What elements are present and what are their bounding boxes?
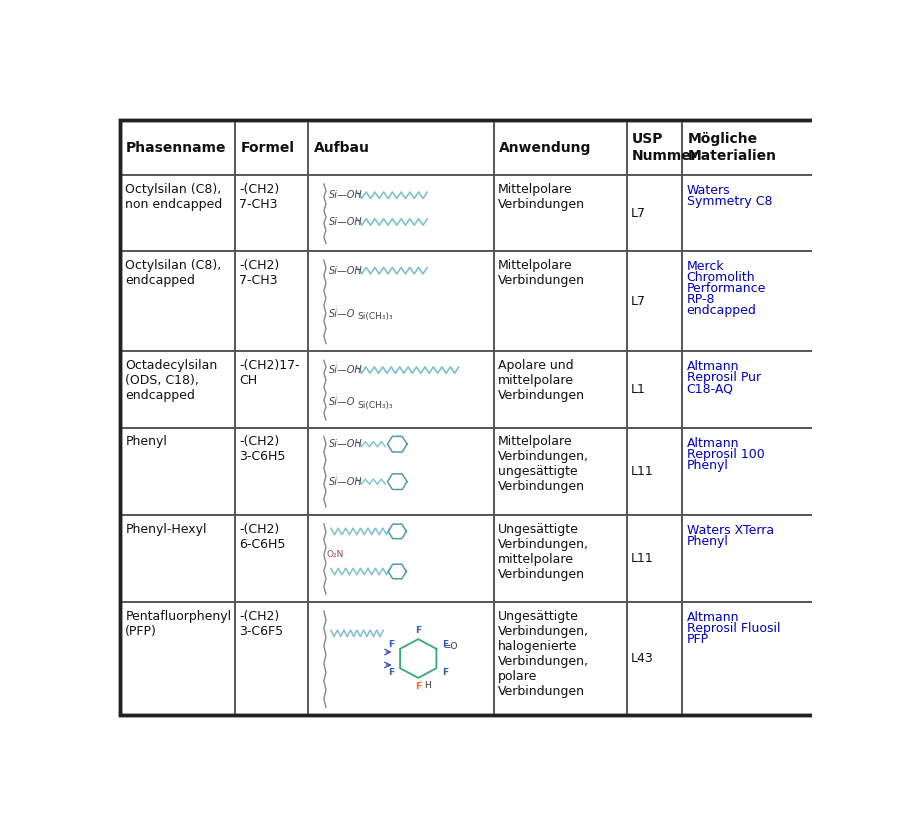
Bar (308, 428, 493, 515)
Text: Apolare und
mittelpolare
Verbindungen: Apolare und mittelpolare Verbindungen (498, 359, 584, 402)
Bar (683, 428, 819, 515)
Text: Mittelpolare
Verbindungen: Mittelpolare Verbindungen (498, 259, 584, 287)
Bar (120, 515, 235, 602)
Text: Mögliche
Materialien: Mögliche Materialien (688, 133, 777, 163)
Bar (308, 251, 493, 352)
Bar (120, 428, 235, 515)
Text: F: F (389, 668, 395, 677)
Text: L11: L11 (630, 465, 653, 477)
Bar (120, 175, 235, 251)
Text: L7: L7 (630, 206, 646, 220)
Bar (493, 428, 627, 515)
Text: L1: L1 (630, 383, 646, 396)
Text: Phenyl-Hexyl: Phenyl-Hexyl (125, 523, 207, 535)
Bar (627, 251, 683, 352)
Text: F: F (389, 640, 395, 649)
Text: Mittelpolare
Verbindungen: Mittelpolare Verbindungen (498, 183, 584, 211)
Text: Octylsilan (C8),
endcapped: Octylsilan (C8), endcapped (125, 259, 222, 287)
Text: Ungesättigte
Verbindungen,
mittelpolare
Verbindungen: Ungesättigte Verbindungen, mittelpolare … (498, 523, 589, 581)
Text: Anwendung: Anwendung (500, 140, 592, 154)
Text: Phasenname: Phasenname (125, 140, 226, 154)
Text: PFP: PFP (686, 633, 709, 646)
Text: Si—OH: Si—OH (328, 477, 363, 487)
Bar (308, 515, 493, 602)
Bar (308, 602, 493, 715)
Text: endcapped: endcapped (686, 305, 757, 317)
Bar (493, 515, 627, 602)
Text: F: F (442, 668, 448, 677)
Text: L11: L11 (630, 552, 653, 565)
Text: F: F (415, 682, 421, 691)
Text: Octadecylsilan
(ODS, C18),
endcapped: Octadecylsilan (ODS, C18), endcapped (125, 359, 217, 402)
Bar (493, 175, 627, 251)
Text: Si—OH: Si—OH (328, 190, 363, 201)
Text: Chromolith: Chromolith (686, 271, 755, 284)
Text: RP-8: RP-8 (686, 293, 715, 306)
Text: Si—OH: Si—OH (328, 365, 363, 375)
Bar (627, 120, 683, 175)
Bar (235, 175, 308, 251)
Bar (308, 120, 493, 175)
Text: Symmetry C8: Symmetry C8 (686, 195, 772, 208)
Bar (493, 602, 627, 715)
Text: Reprosil Fluosil: Reprosil Fluosil (686, 622, 780, 635)
Text: Si(CH₃)₃: Si(CH₃)₃ (357, 312, 393, 321)
Text: O₂N: O₂N (327, 550, 344, 560)
Text: F: F (442, 640, 448, 649)
Bar (627, 175, 683, 251)
Bar (683, 352, 819, 428)
Text: Formel: Formel (241, 140, 295, 154)
Text: H: H (425, 681, 431, 690)
Bar (235, 602, 308, 715)
Text: Octylsilan (C8),
non endcapped: Octylsilan (C8), non endcapped (125, 183, 223, 211)
Bar (627, 428, 683, 515)
Text: -(CH2)
7-CH3: -(CH2) 7-CH3 (239, 183, 280, 211)
Bar (120, 251, 235, 352)
Text: Pentafluorphenyl
(PFP): Pentafluorphenyl (PFP) (125, 610, 232, 638)
Text: Aufbau: Aufbau (314, 140, 370, 154)
Text: -(CH2)17-
CH: -(CH2)17- CH (239, 359, 299, 387)
Text: C18-AQ: C18-AQ (686, 383, 733, 395)
Bar (308, 352, 493, 428)
Text: Si—OH: Si—OH (328, 266, 363, 276)
Bar (235, 120, 308, 175)
Text: -(CH2)
7-CH3: -(CH2) 7-CH3 (239, 259, 280, 287)
Bar (627, 352, 683, 428)
Text: Reprosil 100: Reprosil 100 (686, 447, 764, 461)
Text: Si—OH: Si—OH (328, 217, 363, 227)
Text: Waters XTerra: Waters XTerra (686, 524, 774, 537)
Text: Si—O: Si—O (328, 309, 355, 319)
Bar (120, 602, 235, 715)
Bar (683, 175, 819, 251)
Bar (627, 515, 683, 602)
Text: -(CH2)
3-C6H5: -(CH2) 3-C6H5 (239, 435, 286, 463)
Text: Si—O: Si—O (328, 397, 355, 407)
Text: F: F (415, 626, 421, 634)
Text: Merck: Merck (686, 260, 724, 274)
Bar (235, 515, 308, 602)
Bar (235, 428, 308, 515)
Bar (683, 120, 819, 175)
Bar (683, 515, 819, 602)
Text: Mittelpolare
Verbindungen,
ungesättigte
Verbindungen: Mittelpolare Verbindungen, ungesättigte … (498, 435, 589, 493)
Text: Performance: Performance (686, 282, 766, 295)
Text: -(CH2)
3-C6F5: -(CH2) 3-C6F5 (239, 610, 283, 638)
Text: L43: L43 (630, 652, 653, 665)
Bar (120, 352, 235, 428)
Text: Waters: Waters (686, 184, 731, 197)
Bar (627, 602, 683, 715)
Bar (235, 352, 308, 428)
Text: Altmann: Altmann (686, 361, 739, 373)
Text: Phenyl: Phenyl (686, 534, 729, 548)
Bar (493, 120, 627, 175)
Text: Phenyl: Phenyl (686, 459, 729, 472)
Bar (493, 352, 627, 428)
Text: Ungesättigte
Verbindungen,
halogenierte
Verbindungen,
polare
Verbindungen: Ungesättigte Verbindungen, halogenierte … (498, 610, 589, 698)
Text: Phenyl: Phenyl (125, 435, 167, 448)
Text: Si—OH: Si—OH (328, 439, 363, 449)
Text: L7: L7 (630, 294, 646, 308)
Bar (493, 251, 627, 352)
Text: USP
Nummer: USP Nummer (632, 133, 699, 163)
Text: Si(CH₃)₃: Si(CH₃)₃ (357, 401, 393, 409)
Bar (120, 120, 235, 175)
